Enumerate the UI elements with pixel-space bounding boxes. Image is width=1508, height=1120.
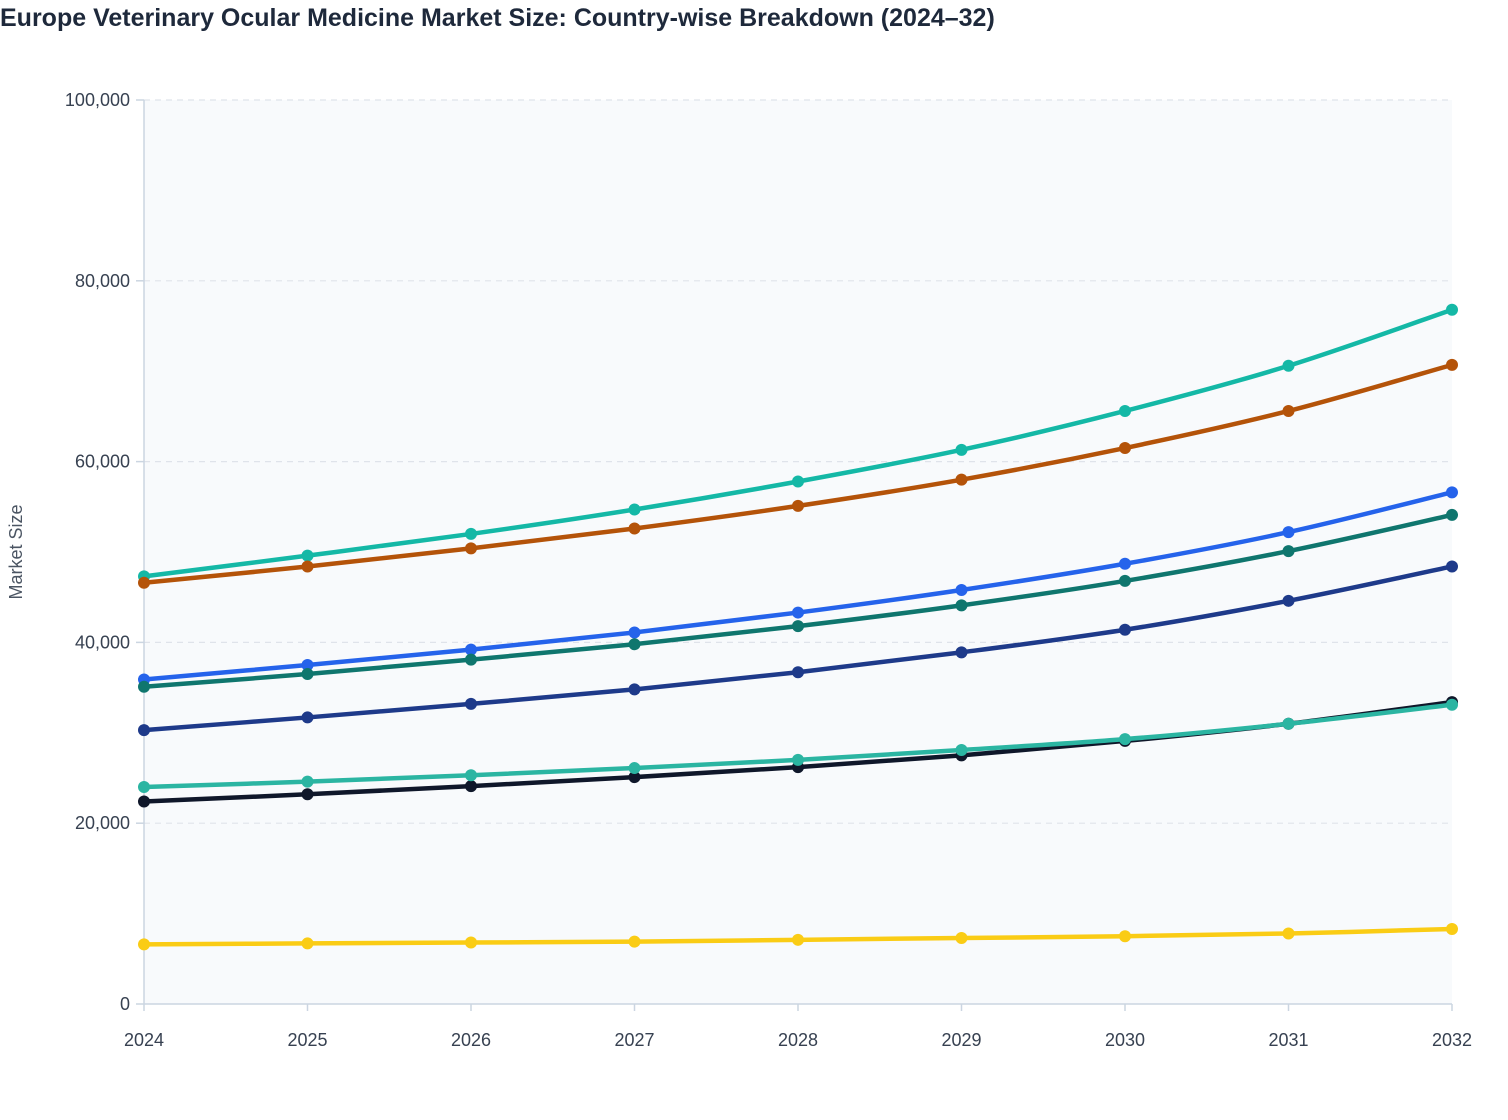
data-point (1446, 303, 1458, 316)
data-point (1282, 404, 1295, 417)
data-point (301, 711, 314, 724)
y-tick-label: 20,000 (75, 813, 130, 833)
x-tick-label: 2029 (941, 1030, 981, 1050)
x-ticks: 2024 2025 2026 2027 2028 2029 2030 2031 2032 (124, 1004, 1472, 1050)
data-point (465, 653, 477, 666)
data-point (1119, 574, 1131, 587)
data-point (955, 583, 968, 596)
data-point (301, 659, 314, 671)
data-point (628, 503, 641, 516)
data-point (1446, 922, 1458, 935)
y-tick-label: 0 (120, 994, 130, 1014)
data-point (138, 781, 150, 794)
data-point (138, 680, 150, 693)
data-point (628, 771, 641, 784)
data-point (301, 549, 314, 562)
plot-background (144, 100, 1452, 1004)
y-tick-label: 60,000 (75, 452, 130, 472)
y-ticks: 0 20,000 40,000 60,000 80,000 100,000 (65, 90, 144, 1014)
data-point (628, 626, 641, 639)
data-point (1119, 623, 1131, 636)
data-point (1282, 526, 1295, 539)
x-tick-label: 2024 (124, 1030, 164, 1050)
data-point (301, 560, 314, 573)
data-point (1282, 717, 1295, 730)
data-point (628, 762, 641, 775)
data-point (301, 775, 314, 788)
data-point (628, 683, 641, 696)
series-5 (138, 560, 1458, 737)
y-axis-label: Market Size (6, 504, 26, 599)
grid-lines (144, 99, 1452, 824)
data-point (1119, 404, 1131, 417)
data-point (955, 443, 968, 456)
x-tick-label: 2026 (451, 1030, 491, 1050)
data-point (138, 938, 150, 951)
data-point (792, 933, 804, 946)
data-point (955, 646, 968, 659)
data-point (465, 780, 477, 793)
data-point (792, 499, 804, 512)
data-point (465, 542, 477, 555)
x-tick-label: 2025 (287, 1030, 327, 1050)
data-point (301, 937, 314, 950)
data-point (1446, 698, 1458, 711)
y-tick-label: 40,000 (75, 632, 130, 652)
data-point (138, 795, 150, 808)
data-point (955, 932, 968, 945)
data-point (1119, 733, 1131, 746)
y-tick-label: 80,000 (75, 271, 130, 291)
data-point (138, 576, 150, 589)
chart-title: Europe Veterinary Ocular Medicine Market… (0, 4, 995, 32)
x-tick-label: 2028 (778, 1030, 818, 1050)
x-tick-label: 2027 (614, 1030, 654, 1050)
data-point (628, 522, 641, 535)
x-tick-label: 2030 (1105, 1030, 1145, 1050)
data-point (1282, 359, 1295, 372)
data-point (792, 666, 804, 679)
data-point (628, 638, 641, 651)
data-point (138, 724, 150, 737)
y-tick-label: 100,000 (65, 90, 130, 110)
series-2 (138, 358, 1458, 589)
data-point (301, 788, 314, 801)
data-point (1446, 508, 1458, 521)
data-point (465, 936, 477, 949)
data-point (1446, 486, 1458, 499)
x-tick-label: 2032 (1432, 1030, 1472, 1050)
data-point (1119, 930, 1131, 943)
data-point (1119, 557, 1131, 570)
series-group (138, 303, 1458, 951)
data-point (792, 620, 804, 633)
series-4 (138, 508, 1458, 693)
data-point (792, 753, 804, 766)
data-point (1119, 442, 1131, 455)
data-point (1282, 927, 1295, 940)
data-point (301, 668, 314, 681)
data-point (465, 769, 477, 782)
data-point (628, 935, 641, 948)
x-tick-label: 2031 (1268, 1030, 1308, 1050)
data-point (955, 599, 968, 612)
data-point (1282, 545, 1295, 558)
data-point (792, 475, 804, 488)
data-point (955, 743, 968, 756)
data-point (1446, 358, 1458, 371)
series-7 (138, 698, 1458, 794)
data-point (1282, 594, 1295, 607)
data-point (465, 527, 477, 540)
data-point (792, 606, 804, 619)
series-8 (138, 922, 1458, 951)
data-point (465, 643, 477, 656)
data-point (1446, 560, 1458, 573)
data-point (955, 473, 968, 486)
data-point (465, 697, 477, 710)
series-3 (138, 486, 1458, 686)
